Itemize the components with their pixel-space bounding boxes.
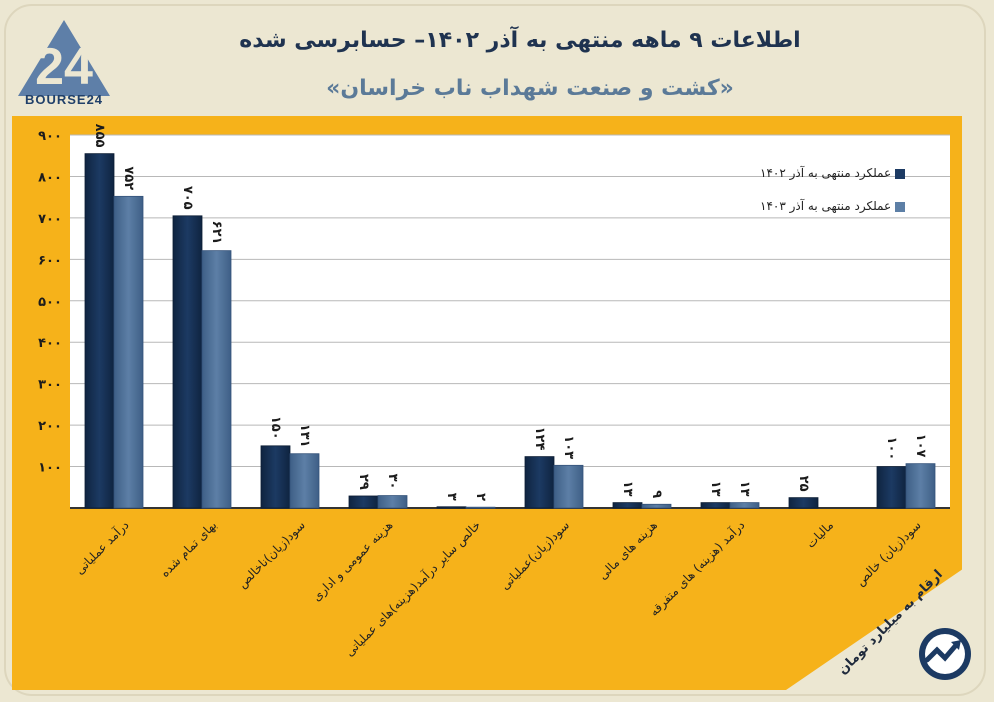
y-tick-label: ۲۰۰ [38, 419, 62, 434]
bar-series2 [729, 502, 760, 509]
bar-series2 [465, 506, 496, 509]
bar-series1 [348, 495, 379, 509]
data-label-series1: ۱۰۰ [884, 437, 899, 461]
data-label-series1: ۳ [444, 493, 459, 501]
logo-number: 24 [35, 38, 93, 96]
data-label-series1: ۱۳ [620, 481, 635, 497]
trend-arrow-icon [919, 628, 971, 680]
y-tick-label: ۱۰۰ [38, 461, 62, 476]
data-label-series1: ۸۵۵ [92, 124, 107, 148]
data-label-series2: ۹ [649, 490, 664, 498]
data-label-series2: ۱۰۷ [913, 434, 928, 458]
y-tick-label: ۷۰۰ [38, 212, 62, 227]
bar-series1 [700, 502, 731, 509]
legend-swatch-1403 [895, 201, 906, 212]
logo-text: BOURSE24 [24, 92, 104, 107]
data-label-series1: ۱۲۴ [532, 427, 547, 451]
data-label-series2: ۳۰ [385, 474, 400, 490]
bar-series1 [436, 506, 467, 509]
legend-swatch-1402 [895, 168, 906, 179]
legend-item-1402: عملکرد منتهی به آذر ۱۴۰۲ [760, 166, 906, 180]
bar-series2 [289, 453, 320, 509]
data-label-series1: ۲۵ [796, 476, 811, 492]
bar-series1 [260, 445, 291, 509]
bar-series2 [905, 463, 936, 509]
data-label-series2: ۷۵۲ [121, 166, 136, 190]
bar-series2 [377, 495, 408, 509]
data-label-series2: ۲ [473, 493, 488, 501]
bar-series1 [84, 153, 115, 509]
bar-series1 [172, 215, 203, 509]
data-label-series1: ۱۵۰ [268, 416, 283, 440]
y-tick-label: ۹۰۰ [38, 129, 62, 144]
bar-series1 [788, 497, 819, 509]
company-name: «کشت و صنعت شهداب ناب خراسان» [326, 76, 734, 101]
bar-series2 [641, 503, 672, 509]
legend-label-1403: عملکرد منتهی به آذر ۱۴۰۳ [760, 199, 892, 213]
bar-series2 [553, 464, 584, 509]
data-label-series1: ۷۰۵ [180, 186, 195, 210]
data-label-series1: ۲۹ [356, 474, 371, 490]
legend-item-1403: عملکرد منتهی به آذر ۱۴۰۳ [760, 199, 906, 213]
bar-series1 [876, 466, 907, 509]
data-label-series1: ۱۳ [708, 481, 723, 497]
bar-series2 [113, 195, 144, 509]
bar-series2 [201, 250, 232, 509]
data-label-series2: ۱۳ [737, 481, 752, 497]
bar-series1 [612, 502, 643, 509]
y-tick-label: ۶۰۰ [38, 253, 62, 268]
bar-series1 [524, 456, 555, 509]
data-label-series2: ۱۰۳ [561, 435, 576, 459]
y-tick-label: ۳۰۰ [38, 378, 62, 393]
data-label-series2: ۶۲۱ [209, 221, 224, 245]
legend-label-1402: عملکرد منتهی به آذر ۱۴۰۲ [760, 166, 892, 180]
bourse24-logo-icon: 24 [18, 20, 110, 96]
y-tick-label: ۴۰۰ [38, 336, 62, 351]
y-tick-label: ۸۰۰ [38, 170, 62, 185]
y-tick-label: ۵۰۰ [38, 295, 62, 310]
data-label-series2: ۱۳۱ [297, 424, 312, 448]
page-title: اطلاعات ۹ ماهه منتهی به آذر ۱۴۰۲– حسابرس… [239, 28, 801, 53]
